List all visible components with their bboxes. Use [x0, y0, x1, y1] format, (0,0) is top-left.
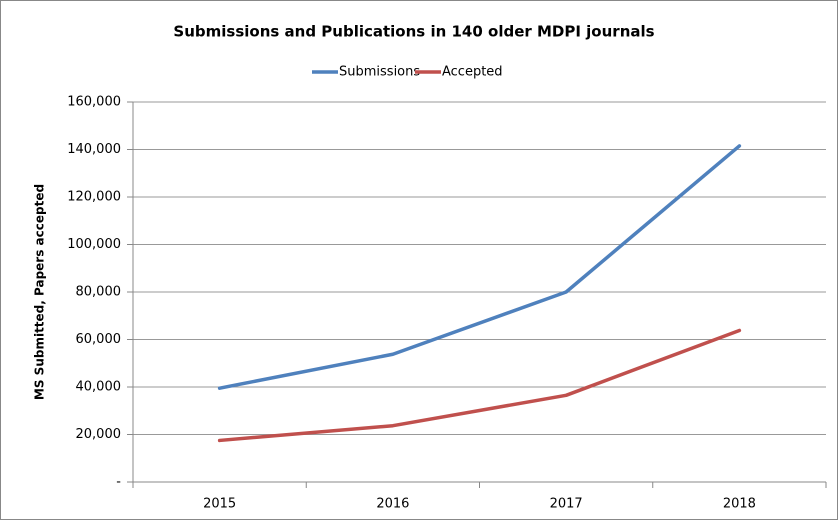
y-tick-label: 80,000: [76, 285, 122, 300]
y-tick-label: -: [116, 475, 121, 490]
y-tick-label: 60,000: [76, 332, 122, 347]
y-tick-label: 140,000: [67, 142, 121, 157]
y-tick-label: 120,000: [67, 190, 121, 205]
y-tick-label: 40,000: [76, 380, 122, 395]
y-tick-label: 160,000: [67, 95, 121, 110]
y-tick-label: 100,000: [67, 237, 121, 252]
x-tick-label: 2018: [723, 497, 756, 512]
chart-title: Submissions and Publications in 140 olde…: [173, 23, 654, 41]
x-tick-label: 2017: [550, 497, 583, 512]
legend-label: Accepted: [442, 65, 503, 80]
y-tick-label: 20,000: [76, 427, 122, 442]
legend-label: Submissions: [339, 65, 420, 80]
series-line: [217, 328, 742, 443]
y-axis-label: MS Submitted, Papers accepted: [33, 184, 47, 400]
x-tick-label: 2016: [376, 497, 409, 512]
x-tick-label: 2015: [203, 497, 236, 512]
series-line: [217, 144, 742, 390]
